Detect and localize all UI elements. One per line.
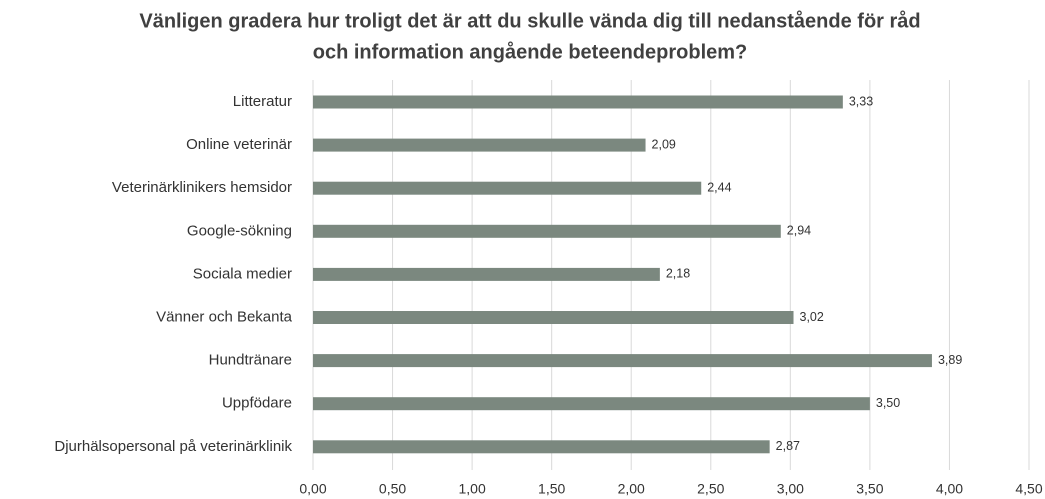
x-tick-label: 4,50: [1015, 481, 1042, 497]
x-tick-label: 2,50: [697, 481, 724, 497]
bar: [313, 95, 843, 109]
x-tick-label: 1,00: [458, 481, 485, 497]
x-tick-label: 3,50: [856, 481, 883, 497]
x-tick-label: 3,00: [777, 481, 804, 497]
y-tick-label: Online veterinär: [186, 136, 292, 153]
x-tick-label: 4,00: [936, 481, 963, 497]
bar: [313, 440, 770, 454]
bar: [313, 397, 870, 411]
data-label: 3,02: [800, 310, 824, 324]
chart-title: och information angående beteendeproblem…: [313, 40, 748, 63]
y-tick-label: Google-sökning: [187, 222, 292, 239]
data-label: 2,87: [776, 439, 800, 453]
x-tick-label: 2,00: [618, 481, 645, 497]
y-tick-label: Djurhälsopersonal på veterinärklinik: [54, 438, 292, 455]
y-tick-label: Hundtränare: [209, 352, 292, 369]
bar: [313, 311, 794, 324]
data-label: 3,50: [876, 396, 900, 410]
data-label: 3,33: [849, 94, 873, 108]
y-tick-label: Uppfödare: [222, 395, 292, 412]
data-label: 2,09: [652, 137, 676, 151]
y-tick-label: Litteratur: [233, 93, 292, 110]
y-tick-label: Sociala medier: [193, 265, 292, 282]
data-label: 2,18: [666, 267, 690, 281]
x-tick-label: 0,00: [299, 481, 326, 497]
data-label: 3,89: [938, 353, 962, 367]
bar: [313, 181, 702, 195]
data-label: 2,44: [707, 180, 731, 194]
y-tick-label: Vänner och Bekanta: [156, 308, 293, 325]
data-label: 2,94: [787, 224, 811, 238]
chart-title: Vänligen gradera hur troligt det är att …: [139, 9, 920, 32]
bar: [313, 138, 646, 152]
y-tick-label: Veterinärklinikers hemsidor: [112, 179, 292, 196]
x-tick-label: 0,50: [379, 481, 406, 497]
bar: [313, 224, 781, 238]
bar: [313, 267, 660, 281]
bar: [313, 354, 932, 368]
x-tick-label: 1,50: [538, 481, 565, 497]
